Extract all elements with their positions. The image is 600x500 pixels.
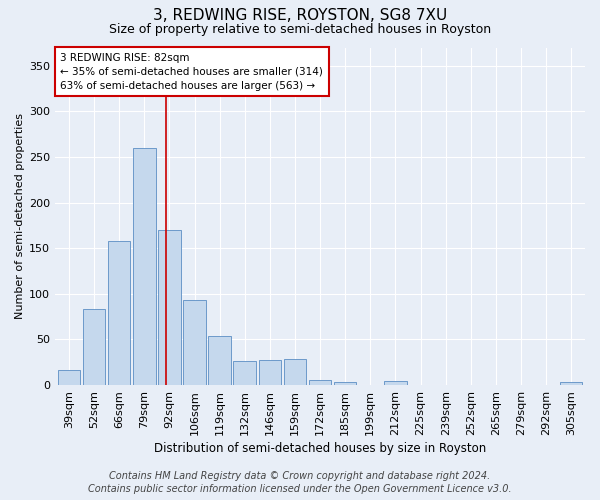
Text: 3, REDWING RISE, ROYSTON, SG8 7XU: 3, REDWING RISE, ROYSTON, SG8 7XU bbox=[153, 8, 447, 22]
Bar bbox=[208, 336, 231, 385]
Bar bbox=[108, 241, 130, 385]
Bar bbox=[334, 382, 356, 385]
X-axis label: Distribution of semi-detached houses by size in Royston: Distribution of semi-detached houses by … bbox=[154, 442, 486, 455]
Text: Size of property relative to semi-detached houses in Royston: Size of property relative to semi-detach… bbox=[109, 22, 491, 36]
Bar bbox=[183, 300, 206, 385]
Y-axis label: Number of semi-detached properties: Number of semi-detached properties bbox=[15, 114, 25, 320]
Bar bbox=[284, 358, 306, 385]
Bar bbox=[58, 370, 80, 385]
Bar bbox=[133, 148, 155, 385]
Bar bbox=[233, 362, 256, 385]
Bar bbox=[384, 382, 407, 385]
Bar bbox=[158, 230, 181, 385]
Bar bbox=[560, 382, 583, 385]
Bar bbox=[259, 360, 281, 385]
Bar bbox=[83, 310, 106, 385]
Text: Contains HM Land Registry data © Crown copyright and database right 2024.
Contai: Contains HM Land Registry data © Crown c… bbox=[88, 471, 512, 494]
Bar bbox=[309, 380, 331, 385]
Text: 3 REDWING RISE: 82sqm
← 35% of semi-detached houses are smaller (314)
63% of sem: 3 REDWING RISE: 82sqm ← 35% of semi-deta… bbox=[61, 52, 323, 90]
